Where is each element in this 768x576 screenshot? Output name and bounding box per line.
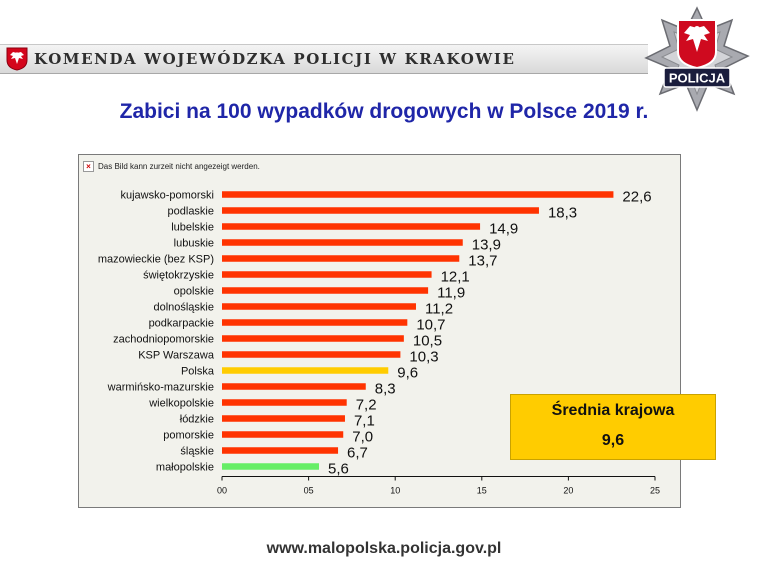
value-label: 11,2	[425, 301, 453, 318]
bar	[222, 303, 416, 310]
eagle-emblem-icon	[6, 47, 28, 71]
value-label: 7,0	[352, 429, 373, 446]
police-badge-icon: POLICJA	[644, 6, 750, 112]
x-tick-label: 15	[477, 486, 487, 496]
bar	[222, 447, 339, 454]
x-tick-label: 05	[304, 486, 314, 496]
value-label: 13,7	[468, 253, 497, 270]
x-tick-label: 20	[563, 486, 573, 496]
bar	[222, 191, 614, 198]
website-url: www.malopolska.policja.gov.pl	[266, 540, 502, 557]
category-label: łódzkie	[180, 414, 214, 426]
bar	[222, 271, 432, 278]
category-label: zachodniopomorskie	[113, 334, 214, 346]
header-banner: KOMENDA WOJEWÓDZKA POLICJI W KRAKOWIE	[0, 44, 648, 74]
bar	[222, 415, 345, 422]
bar	[222, 239, 463, 246]
value-label: 10,5	[413, 333, 442, 350]
bar	[222, 367, 389, 374]
x-tick-label: 10	[390, 486, 400, 496]
police-badge-label: POLICJA	[669, 71, 726, 86]
bar	[222, 463, 319, 470]
value-label: 14,9	[489, 221, 518, 238]
value-label: 13,9	[472, 237, 501, 254]
category-label: KSP Warszawa	[138, 350, 215, 362]
bar-chart: kujawsko-pomorski 22,6 podlaskie 18,3 lubels…	[98, 189, 660, 496]
broken-image-text: Das Bild kann zurzeit nicht angezeigt we…	[98, 162, 260, 171]
bar	[222, 319, 408, 326]
value-label: 8,3	[375, 381, 396, 398]
header-title: KOMENDA WOJEWÓDZKA POLICJI W KRAKOWIE	[34, 50, 516, 68]
broken-image-icon: ×	[83, 161, 94, 172]
bar	[222, 207, 539, 214]
value-label: 7,1	[354, 413, 375, 430]
category-label: podkarpackie	[149, 318, 214, 330]
value-label: 12,1	[441, 269, 470, 286]
category-label: podlaskie	[168, 206, 214, 218]
category-label: Polska	[181, 366, 215, 378]
value-label: 10,7	[416, 317, 445, 334]
value-label: 5,6	[328, 461, 349, 478]
category-label: pomorskie	[163, 430, 214, 442]
broken-image-notice: × Das Bild kann zurzeit nicht angezeigt …	[83, 161, 260, 172]
value-label: 22,6	[622, 189, 651, 206]
category-label: śląskie	[180, 446, 214, 458]
bar	[222, 351, 401, 358]
category-label: świętokrzyskie	[143, 270, 214, 282]
bar	[222, 399, 347, 406]
category-label: opolskie	[174, 286, 214, 298]
category-label: mazowieckie (bez KSP)	[98, 254, 214, 266]
bar	[222, 287, 429, 294]
value-label: 10,3	[409, 349, 438, 366]
bar	[222, 431, 344, 438]
bar	[222, 223, 481, 230]
category-label: kujawsko-pomorski	[120, 190, 214, 202]
value-label: 9,6	[397, 365, 418, 382]
slide-title: Zabici na 100 wypadków drogowych w Polsc…	[119, 100, 649, 123]
category-label: warmińsko-mazurskie	[107, 382, 214, 394]
value-label: 7,2	[356, 397, 377, 414]
x-tick-label: 00	[217, 486, 227, 496]
bar	[222, 335, 404, 342]
average-label: Średnia krajowa	[551, 402, 675, 419]
value-label: 6,7	[347, 445, 368, 462]
category-label: wielkopolskie	[148, 398, 214, 410]
category-label: małopolskie	[156, 462, 214, 474]
average-value: 9,6	[601, 432, 625, 449]
value-label: 11,9	[437, 285, 465, 302]
bar	[222, 383, 366, 390]
category-label: dolnośląskie	[153, 302, 214, 314]
category-label: lubelskie	[171, 222, 214, 234]
x-tick-label: 25	[650, 486, 660, 496]
category-label: lubuskie	[174, 238, 214, 250]
average-box: Średnia krajowa 9,6	[510, 394, 716, 460]
bar	[222, 255, 460, 262]
value-label: 18,3	[548, 205, 577, 222]
